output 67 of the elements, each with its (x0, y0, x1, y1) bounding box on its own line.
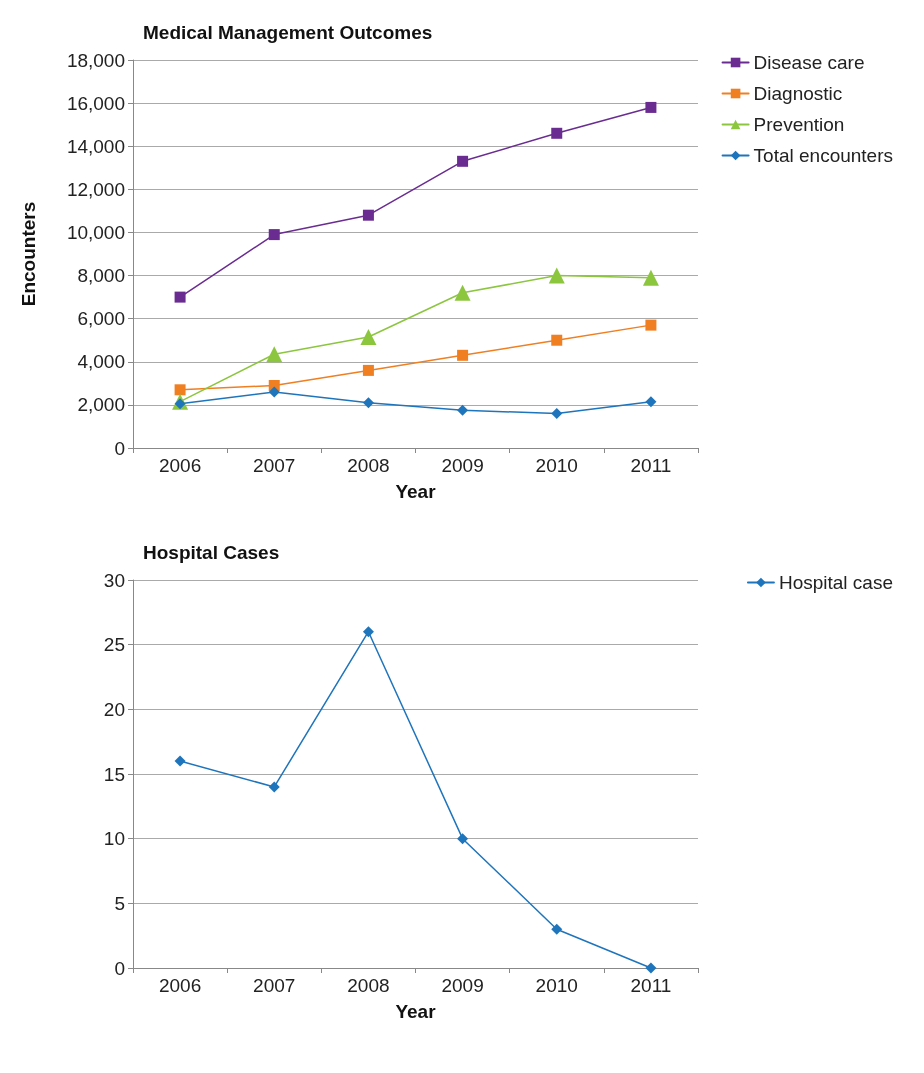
point (362, 364, 374, 376)
x-axis-title: Year (395, 481, 437, 502)
point (268, 229, 280, 241)
legend-label: Disease care (753, 52, 865, 73)
x-tick-label: 2009 (441, 455, 484, 476)
point (457, 833, 469, 845)
x-axis-title: Year (395, 1001, 437, 1022)
point (645, 101, 657, 113)
point (457, 155, 469, 167)
point (174, 398, 186, 410)
y-tick-label: 6,000 (77, 308, 125, 330)
x-tick-label: 2007 (253, 455, 296, 476)
point (645, 962, 657, 974)
point (268, 386, 280, 398)
y-tick-label: 16,000 (66, 92, 125, 114)
legend-label: Diagnostic (753, 83, 843, 104)
point (457, 349, 469, 361)
point (266, 346, 283, 363)
point (360, 328, 377, 345)
point (362, 397, 374, 409)
point (548, 267, 565, 284)
y-tick-label: 8,000 (77, 265, 125, 287)
point (174, 384, 186, 396)
point (551, 334, 563, 346)
chart-title: Hospital Cases (143, 542, 280, 563)
y-tick-label: 0 (114, 437, 125, 459)
point (645, 319, 657, 331)
x-tick-label: 2006 (158, 455, 202, 476)
x-tick-label: 2007 (253, 975, 296, 996)
point (642, 269, 659, 286)
y-tick-label: 0 (114, 957, 125, 979)
y-tick-label: 5 (114, 892, 125, 914)
y-tick-label: 4,000 (77, 351, 125, 373)
legend-label: Prevention (753, 114, 845, 135)
y-tick-label: 10 (103, 828, 125, 850)
y-tick-label: 15 (103, 763, 125, 785)
y-tick-label: 30 (103, 569, 125, 591)
x-tick-label: 2006 (158, 975, 202, 996)
y-tick-label: 2,000 (77, 394, 125, 416)
point (457, 404, 469, 416)
y-axis-title: Encounters (18, 201, 39, 307)
y-tick-label: 10,000 (66, 221, 125, 243)
point (174, 755, 186, 767)
y-tick-label: 25 (103, 634, 125, 656)
x-tick-label: 2011 (630, 975, 672, 996)
chart-title: Medical Management Outcomes (143, 22, 433, 43)
x-tick-label: 2011 (630, 455, 672, 476)
legend-label: Hospital case (778, 572, 894, 593)
y-tick-label: 20 (103, 698, 125, 720)
point (645, 396, 657, 408)
point (174, 291, 186, 303)
point (551, 923, 563, 935)
legend-label: Total encounters (753, 145, 893, 166)
x-tick-label: 2008 (347, 975, 390, 996)
x-tick-label: 2008 (347, 455, 390, 476)
point (551, 127, 563, 139)
point (362, 209, 374, 221)
x-tick-label: 2009 (441, 975, 484, 996)
y-tick-label: 12,000 (66, 178, 125, 200)
point (362, 626, 374, 638)
x-tick-label: 2010 (535, 975, 578, 996)
y-tick-label: 14,000 (66, 135, 125, 157)
point (551, 408, 563, 420)
x-tick-label: 2010 (535, 455, 578, 476)
y-tick-label: 18,000 (66, 49, 125, 71)
point (454, 284, 471, 301)
point (268, 781, 280, 793)
